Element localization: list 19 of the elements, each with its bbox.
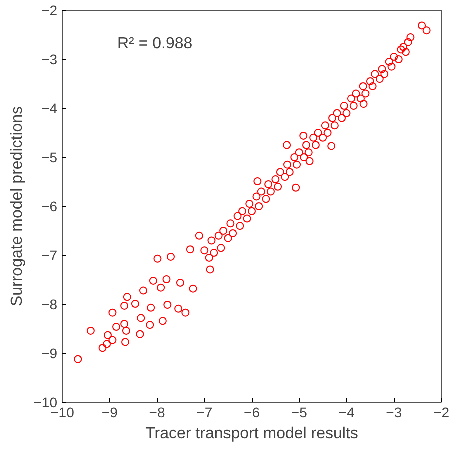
y-tick-label: −6 — [42, 198, 58, 214]
x-tick-label: −4 — [338, 404, 355, 420]
x-axis-title: Tracer transport model results — [146, 426, 358, 442]
y-tick-label: −8 — [42, 296, 58, 312]
annotation: R² = 0.988 — [118, 36, 193, 52]
y-tick-label: −7 — [42, 248, 58, 264]
y-tick-label: −5 — [42, 150, 58, 166]
x-tick-label: −7 — [196, 404, 213, 420]
y-tick-label: −9 — [42, 346, 58, 362]
x-tick-label: −3 — [386, 404, 402, 420]
x-tick-label: −5 — [291, 404, 308, 420]
y-tick-label: −4 — [42, 100, 58, 116]
x-tick-label: −8 — [149, 404, 166, 420]
y-tick-label: −3 — [42, 52, 58, 68]
x-tick-label: −6 — [244, 404, 260, 420]
x-tick-label: −2 — [434, 404, 450, 420]
y-tick-label: −2 — [42, 2, 58, 18]
y-axis-title: Surrogate model predictions — [8, 106, 26, 307]
x-tick-label: −9 — [102, 404, 118, 420]
